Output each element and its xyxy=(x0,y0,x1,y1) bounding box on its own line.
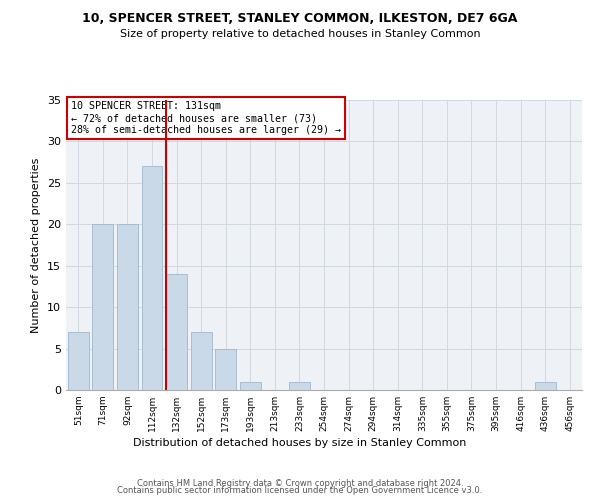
Text: 10, SPENCER STREET, STANLEY COMMON, ILKESTON, DE7 6GA: 10, SPENCER STREET, STANLEY COMMON, ILKE… xyxy=(82,12,518,26)
Text: Contains public sector information licensed under the Open Government Licence v3: Contains public sector information licen… xyxy=(118,486,482,495)
Bar xyxy=(215,348,236,390)
Bar xyxy=(240,382,261,390)
Bar xyxy=(68,332,89,390)
Text: Contains HM Land Registry data © Crown copyright and database right 2024.: Contains HM Land Registry data © Crown c… xyxy=(137,478,463,488)
Bar xyxy=(289,382,310,390)
Bar xyxy=(117,224,138,390)
Bar xyxy=(166,274,187,390)
Bar xyxy=(142,166,163,390)
Bar xyxy=(535,382,556,390)
Text: Distribution of detached houses by size in Stanley Common: Distribution of detached houses by size … xyxy=(133,438,467,448)
Bar xyxy=(92,224,113,390)
Y-axis label: Number of detached properties: Number of detached properties xyxy=(31,158,41,332)
Text: Size of property relative to detached houses in Stanley Common: Size of property relative to detached ho… xyxy=(119,29,481,39)
Text: 10 SPENCER STREET: 131sqm
← 72% of detached houses are smaller (73)
28% of semi-: 10 SPENCER STREET: 131sqm ← 72% of detac… xyxy=(71,102,341,134)
Bar xyxy=(191,332,212,390)
